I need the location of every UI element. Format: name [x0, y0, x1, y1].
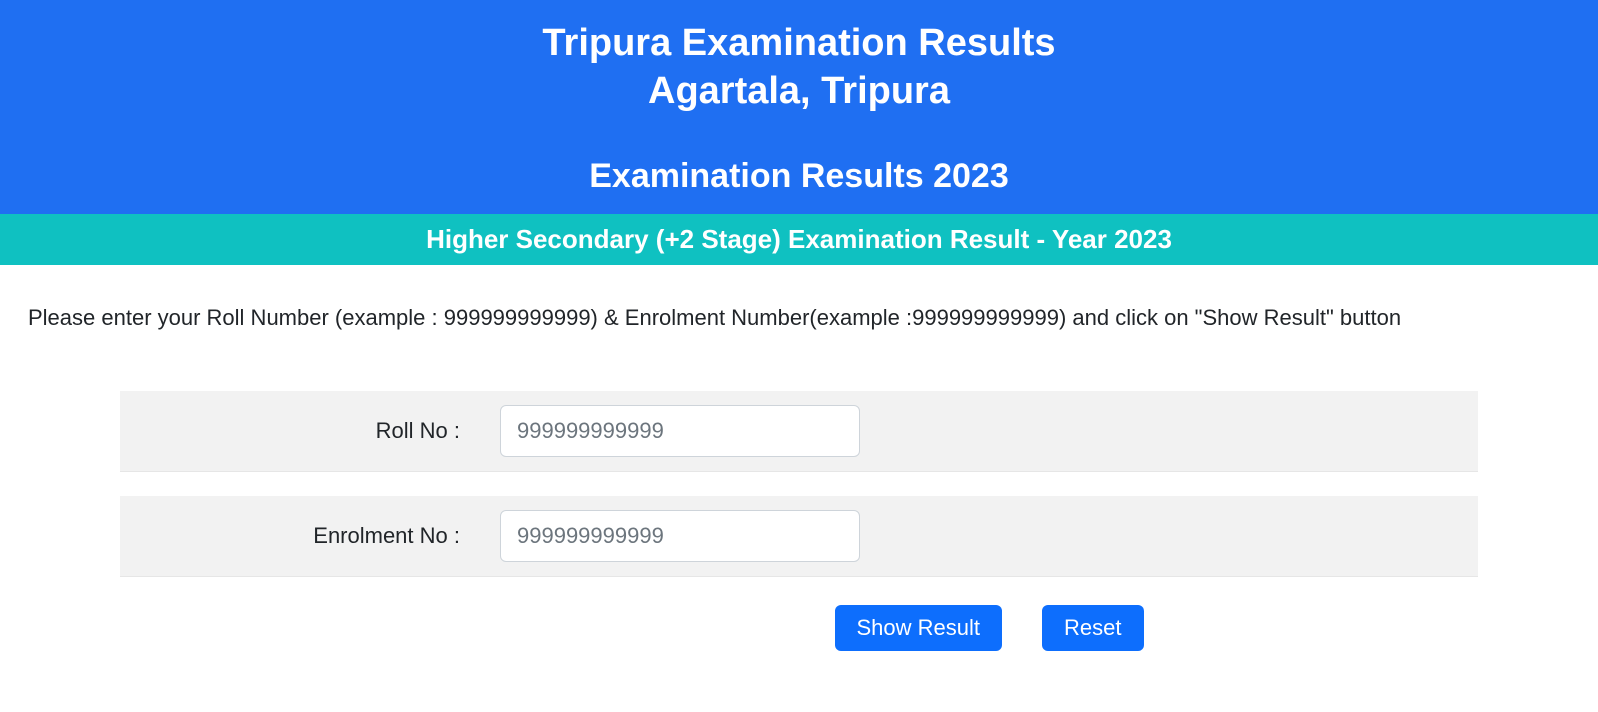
page-header: Tripura Examination Results Agartala, Tr…: [0, 0, 1598, 214]
roll-row: Roll No :: [120, 391, 1478, 472]
exam-subheader: Higher Secondary (+2 Stage) Examination …: [0, 214, 1598, 265]
reset-button[interactable]: Reset: [1042, 605, 1143, 651]
roll-input[interactable]: [500, 405, 860, 457]
enrolment-row: Enrolment No :: [120, 496, 1478, 577]
roll-label: Roll No :: [140, 418, 500, 444]
instruction-text: Please enter your Roll Number (example :…: [0, 265, 1598, 331]
enrolment-label: Enrolment No :: [140, 523, 500, 549]
header-title-line2: Agartala, Tripura: [648, 70, 950, 112]
enrolment-input[interactable]: [500, 510, 860, 562]
result-form: Roll No : Enrolment No : Show Result Res…: [120, 391, 1478, 667]
show-result-button[interactable]: Show Result: [835, 605, 1003, 651]
header-subtitle: Examination Results 2023: [0, 157, 1598, 196]
button-row: Show Result Reset: [500, 601, 1478, 667]
header-title-line1: Tripura Examination Results: [542, 22, 1055, 64]
